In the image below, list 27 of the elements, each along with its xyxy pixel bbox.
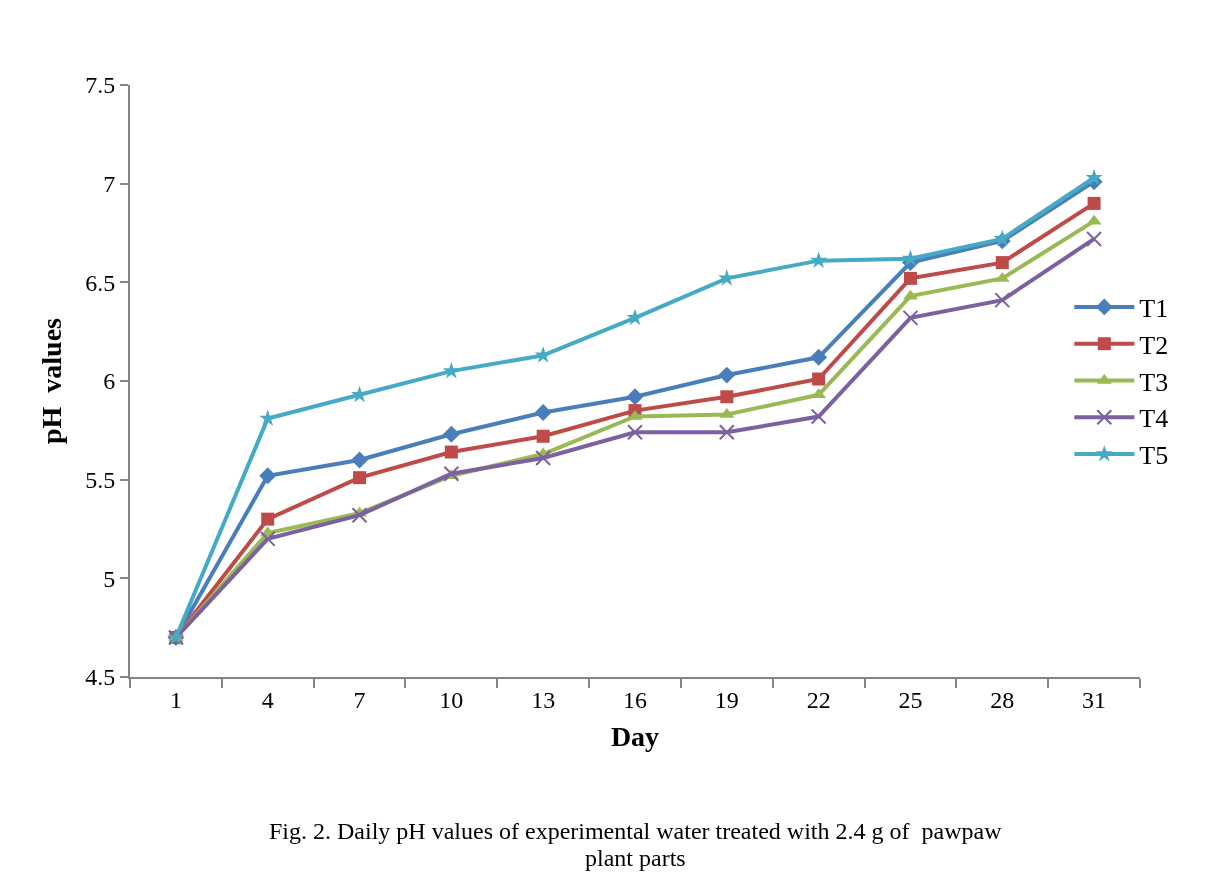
- y-tick-label: 6.5: [85, 269, 116, 296]
- x-tick-label: 31: [1082, 686, 1107, 713]
- legend-label: T1: [1139, 294, 1169, 324]
- legend-label: T2: [1139, 330, 1169, 360]
- x-tick-label: 22: [806, 686, 831, 713]
- text: plant parts: [585, 845, 686, 871]
- y-tick-label: 4.5: [85, 664, 116, 691]
- y-axis-title: pH values: [36, 317, 68, 445]
- legend-label: T5: [1139, 441, 1169, 471]
- x-tick-label: 16: [623, 686, 647, 713]
- legend-label: T4: [1139, 404, 1169, 434]
- legend-label: T3: [1139, 367, 1169, 397]
- y-tick-label: 6: [103, 368, 116, 395]
- x-tick-label: 13: [531, 686, 556, 713]
- x-tick-label: 1: [169, 686, 182, 713]
- y-tick-label: 5: [103, 565, 116, 592]
- x-tick-label: 7: [353, 686, 366, 713]
- x-tick-label: 4: [261, 686, 274, 713]
- x-tick-label: 10: [439, 686, 464, 713]
- y-tick-label: 5.5: [85, 467, 116, 494]
- x-tick-label: 19: [714, 686, 739, 713]
- caption: Fig. 2. Daily pH values of experimental water treated with 2.4 g of pawpaw: [269, 818, 1003, 844]
- x-tick-label: 28: [990, 686, 1015, 713]
- x-tick-label: 25: [898, 686, 923, 713]
- y-tick-label: 7: [103, 171, 116, 198]
- x-axis-title: Day: [610, 721, 660, 753]
- y-tick-label: 7.5: [85, 72, 116, 99]
